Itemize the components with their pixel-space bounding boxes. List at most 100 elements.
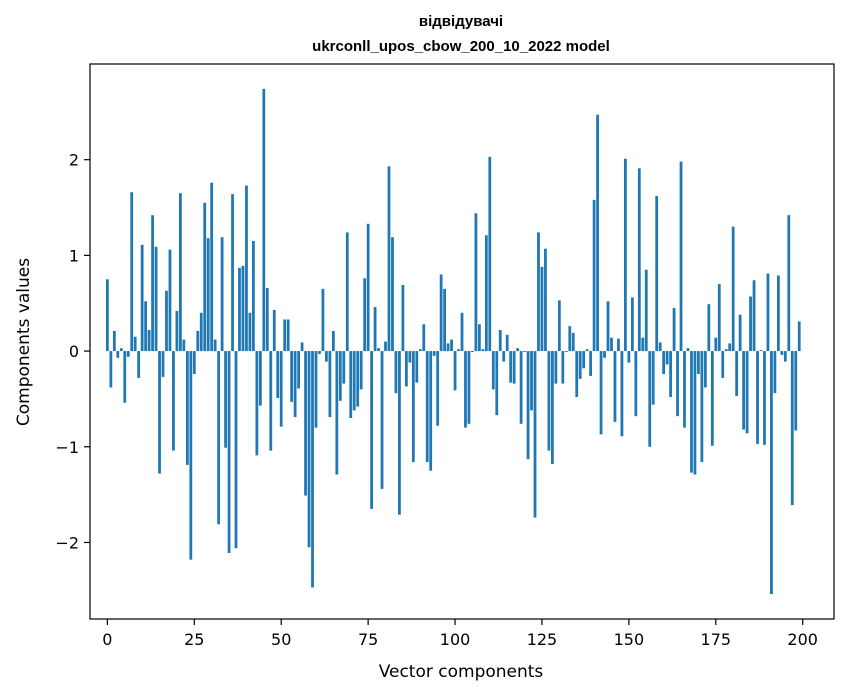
bar [776,275,780,352]
bar-series [105,88,801,595]
bar [783,351,787,362]
bar [172,351,175,451]
bar [391,237,394,352]
bar [425,351,429,463]
bar [307,351,311,548]
bar [634,351,638,417]
bar [460,312,464,352]
bar [300,342,304,352]
bar [533,351,537,518]
bar [335,351,339,475]
bar [457,349,460,352]
bar [658,342,662,352]
bar [637,168,641,352]
bar [366,223,370,352]
bar [488,156,492,352]
x-tick-label: 125 [527,630,558,649]
bar [547,351,551,451]
bar [606,301,610,352]
bar [185,351,189,465]
bar [630,297,634,352]
bar [373,307,377,352]
bar [119,348,123,352]
bar [683,351,686,428]
bar [248,312,252,352]
bar [491,351,495,390]
bar [123,351,127,403]
bar [797,321,801,352]
x-tick-label: 100 [440,630,471,649]
bar [144,301,148,352]
bar [109,351,113,388]
bar [297,351,300,389]
y-tick-label: 1 [69,246,79,265]
bar [770,351,773,595]
bar [411,351,415,463]
y-tick-label: 2 [69,151,79,170]
bar [481,349,485,352]
bar [502,351,506,362]
bar [627,351,631,363]
bar [749,296,752,352]
bar [408,351,412,363]
bar [439,274,443,352]
bar [199,312,203,352]
bar [523,351,526,353]
plot-frame [89,63,835,620]
bar [126,351,130,357]
bar [387,166,391,352]
bar [255,351,259,456]
bar [557,300,561,352]
bar [703,351,707,388]
bar [700,351,704,463]
bar [589,351,593,376]
bar [147,330,151,352]
bar [498,330,502,352]
bar [293,351,297,418]
x-tick-label: 200 [787,630,818,649]
bar [380,351,384,489]
bar [484,235,488,352]
bar [436,351,440,426]
bar [554,351,558,384]
x-tick-label: 0 [102,630,112,649]
bar [669,351,672,397]
bar [509,351,513,383]
bar [140,244,144,352]
bar [690,351,693,473]
bar [505,334,509,352]
bar [714,337,718,352]
bar [453,351,457,391]
bar [359,351,363,390]
bar [116,351,120,358]
bar [474,213,478,352]
bar [318,351,321,354]
bar [516,348,520,352]
bar [721,351,725,378]
bar [279,351,283,427]
bar [582,351,586,369]
bar [662,351,666,375]
bar [787,215,791,352]
bar [617,338,620,352]
bar [158,351,161,474]
bar [133,336,137,352]
bar [738,314,742,352]
bar [356,351,360,407]
bar [742,351,745,430]
bar [192,351,196,375]
bar [697,351,700,375]
bar [665,351,669,365]
bar [189,351,193,560]
bar [596,114,599,352]
bar [544,248,547,352]
bar [429,351,433,471]
bar [731,226,735,352]
y-tick-label: −2 [55,533,79,552]
bar [450,339,453,352]
bar [404,351,408,387]
bar [752,280,756,352]
bar [495,351,499,416]
x-tick-label: 175 [701,630,732,649]
